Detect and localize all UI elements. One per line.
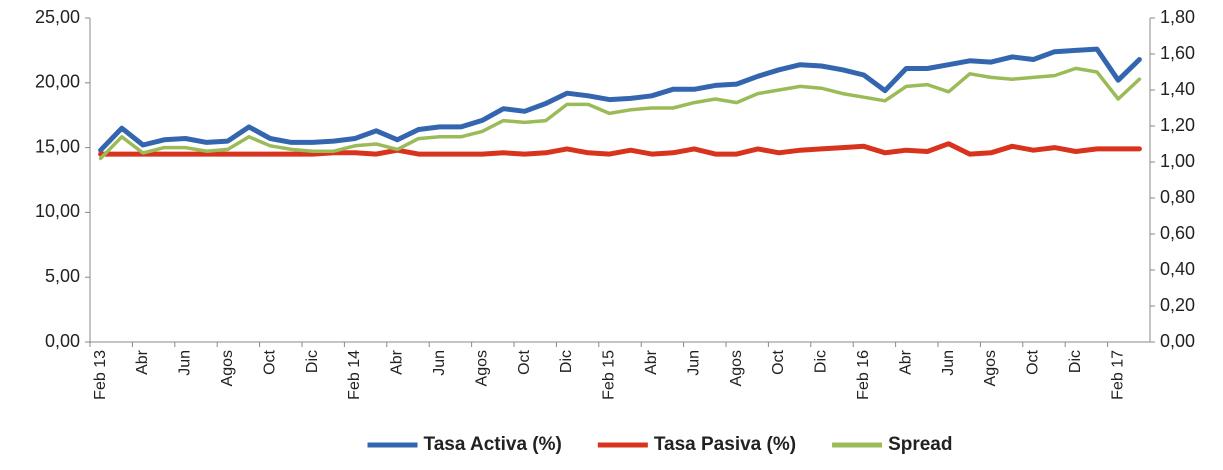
y2-tick-label: 0,40 <box>1160 259 1195 279</box>
x-tick-label: Feb 16 <box>855 350 872 400</box>
y-tick-label: 20,00 <box>35 72 80 92</box>
x-tick-label: Dic <box>813 350 830 373</box>
y2-tick-label: 0,80 <box>1160 187 1195 207</box>
y-tick-label: 5,00 <box>45 266 80 286</box>
x-tick-label: Jun <box>940 350 957 376</box>
y2-tick-label: 1,00 <box>1160 151 1195 171</box>
x-tick-label: Abr <box>897 349 914 375</box>
x-tick-label: Oct <box>770 349 787 374</box>
x-tick-label: Dic <box>304 350 321 373</box>
y-tick-label: 25,00 <box>35 7 80 27</box>
y2-tick-label: 1,40 <box>1160 79 1195 99</box>
y2-tick-label: 0,60 <box>1160 223 1195 243</box>
x-tick-label: Agos <box>219 350 236 386</box>
legend: Tasa Activa (%) Tasa Pasiva (%) Spread <box>367 434 952 455</box>
y-tick-label: 10,00 <box>35 201 80 221</box>
x-tick-label: Oct <box>1025 349 1042 374</box>
y2-tick-label: 1,80 <box>1160 7 1195 27</box>
x-tick-label: Agos <box>473 350 490 386</box>
legend-label: Spread <box>888 434 952 455</box>
y2-tick-label: 1,60 <box>1160 43 1195 63</box>
x-tick-label: Dic <box>558 350 575 373</box>
x-tick-label: Feb 14 <box>346 350 363 400</box>
y2-tick-label: 0,20 <box>1160 295 1195 315</box>
legend-label: Tasa Pasiva (%) <box>654 434 796 455</box>
x-tick-label: Feb 15 <box>601 350 618 400</box>
y-tick-label: 0,00 <box>45 331 80 351</box>
y2-tick-label: 0,00 <box>1160 331 1195 351</box>
y-tick-label: 15,00 <box>35 136 80 156</box>
x-tick-label: Feb 13 <box>92 350 109 400</box>
x-tick-label: Dic <box>1067 350 1084 373</box>
x-tick-label: Jun <box>177 350 194 376</box>
line-series <box>98 46 1142 153</box>
x-tick-label: Abr <box>389 349 406 375</box>
x-tick-label: Abr <box>134 349 151 375</box>
line-series <box>98 66 1142 161</box>
x-tick-label: Jun <box>431 350 448 376</box>
x-tick-label: Jun <box>685 350 702 376</box>
x-tick-label: Agos <box>982 350 999 386</box>
x-tick-label: Abr <box>643 349 660 375</box>
x-tick-label: Oct <box>516 349 533 374</box>
x-tick-label: Feb 17 <box>1109 350 1126 400</box>
x-tick-label: Agos <box>728 350 745 386</box>
line-series <box>98 141 1142 157</box>
legend-label: Tasa Activa (%) <box>424 434 562 455</box>
y2-tick-label: 1,20 <box>1160 115 1195 135</box>
x-tick-label: Oct <box>261 349 278 374</box>
